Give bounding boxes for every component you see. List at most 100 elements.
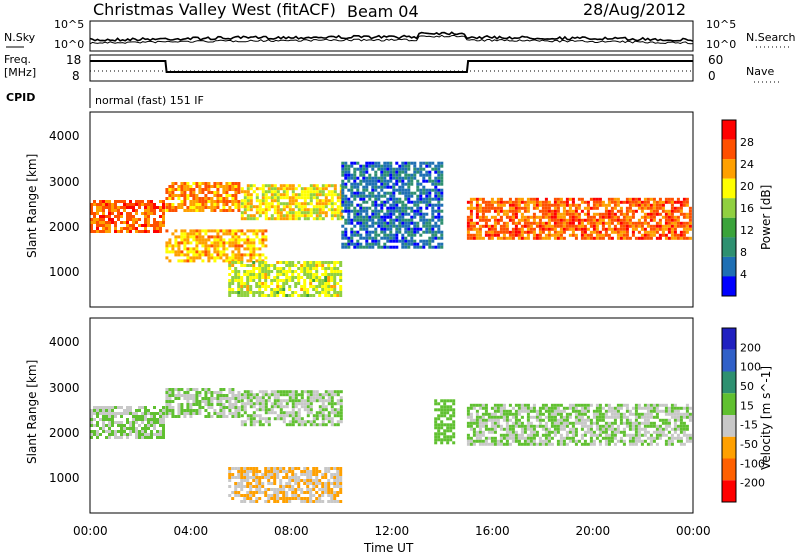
heatmap-cell bbox=[556, 406, 560, 410]
heatmap-cell bbox=[270, 288, 274, 291]
heatmap-cell bbox=[443, 432, 447, 436]
heatmap-cell bbox=[291, 399, 295, 403]
heatmap-cell bbox=[580, 218, 584, 222]
heatmap-cell bbox=[625, 433, 629, 437]
heatmap-cell bbox=[162, 418, 165, 421]
heatmap-cell bbox=[413, 242, 417, 246]
heatmap-cell bbox=[261, 235, 265, 239]
heatmap-cell bbox=[99, 215, 102, 218]
heatmap-cell bbox=[416, 197, 420, 201]
heatmap-cell bbox=[437, 203, 441, 207]
heatmap-cell bbox=[312, 396, 316, 400]
heatmap-cell bbox=[377, 203, 381, 207]
heatmap-cell bbox=[446, 408, 450, 412]
heatmap-cell bbox=[315, 187, 319, 191]
heatmap-cell bbox=[484, 221, 488, 225]
heatmap-cell bbox=[240, 476, 244, 479]
heatmap-cell bbox=[383, 236, 387, 240]
heatmap-cell bbox=[631, 197, 635, 201]
heatmap-cell bbox=[228, 185, 232, 188]
heatmap-cell bbox=[306, 402, 310, 406]
freq-label-line2: [MHz] bbox=[4, 66, 36, 79]
heatmap-cell bbox=[267, 205, 271, 209]
heatmap-cell bbox=[219, 400, 223, 403]
heatmap-cell bbox=[365, 233, 369, 237]
heatmap-cell bbox=[469, 203, 473, 207]
heatmap-cell bbox=[502, 209, 506, 213]
heatmap-cell bbox=[291, 199, 295, 203]
heatmap-cell bbox=[538, 409, 542, 413]
heatmap-cell bbox=[517, 200, 521, 204]
heatmap-cell bbox=[243, 285, 247, 288]
heatmap-cell bbox=[478, 403, 482, 407]
heatmap-cell bbox=[243, 408, 247, 412]
heatmap-cell bbox=[255, 193, 259, 197]
heatmap-cell bbox=[90, 224, 93, 227]
heatmap-cell bbox=[529, 439, 533, 443]
heatmap-cell bbox=[434, 224, 438, 228]
heatmap-cell bbox=[634, 197, 638, 201]
heatmap-cell bbox=[589, 439, 593, 443]
heatmap-cell bbox=[637, 236, 641, 240]
heatmap-cell bbox=[132, 412, 135, 415]
heatmap-cell bbox=[541, 403, 545, 407]
heatmap-cell bbox=[344, 236, 348, 240]
heatmap-cell bbox=[667, 224, 671, 228]
heatmap-cell bbox=[634, 436, 638, 440]
heatmap-cell bbox=[336, 414, 340, 418]
heatmap-cell bbox=[478, 436, 482, 440]
heatmap-cell bbox=[105, 415, 108, 418]
heatmap-cell bbox=[102, 221, 105, 224]
heatmap-cell bbox=[252, 279, 256, 282]
heatmap-cell bbox=[297, 282, 301, 285]
heatmap-cell bbox=[562, 421, 566, 425]
heatmap-cell bbox=[132, 424, 135, 427]
velocity-colorbar bbox=[721, 327, 737, 503]
heatmap-cell bbox=[213, 250, 217, 254]
heatmap-cell bbox=[321, 393, 325, 397]
heatmap-cell bbox=[300, 402, 304, 406]
heatmap-cell bbox=[344, 161, 348, 165]
heatmap-cell bbox=[228, 267, 232, 270]
heatmap-cell bbox=[520, 227, 524, 231]
heatmap-cell bbox=[389, 203, 393, 207]
heatmap-cell bbox=[297, 467, 301, 470]
heatmap-cell bbox=[210, 229, 214, 233]
heatmap-cell bbox=[147, 412, 150, 415]
heatmap-cell bbox=[273, 470, 277, 473]
heatmap-cell bbox=[368, 194, 372, 198]
heatmap-cell bbox=[252, 190, 256, 194]
heatmap-cell bbox=[135, 430, 138, 433]
heatmap-cell bbox=[619, 430, 623, 434]
heatmap-cell bbox=[279, 193, 283, 197]
heatmap-cell bbox=[276, 470, 280, 473]
heatmap-cell bbox=[285, 390, 289, 394]
heatmap-cell bbox=[586, 427, 590, 431]
heatmap-cell bbox=[249, 259, 253, 263]
heatmap-cell bbox=[565, 424, 569, 428]
heatmap-cell bbox=[180, 412, 184, 415]
heatmap-cell bbox=[434, 182, 438, 186]
heatmap-cell bbox=[180, 191, 184, 194]
heatmap-cell bbox=[667, 418, 671, 422]
heatmap-cell bbox=[240, 211, 244, 215]
heatmap-cell bbox=[180, 388, 184, 391]
heatmap-cell bbox=[303, 199, 307, 203]
heatmap-cell bbox=[234, 259, 238, 263]
heatmap-cell bbox=[108, 406, 111, 409]
heatmap-cell bbox=[431, 167, 435, 171]
heatmap-cell bbox=[303, 473, 307, 476]
heatmap-cell bbox=[195, 229, 199, 233]
heatmap-cell bbox=[309, 491, 313, 494]
heatmap-cell bbox=[469, 236, 473, 240]
heatmap-cell bbox=[150, 415, 153, 418]
heatmap-cell bbox=[261, 423, 265, 427]
heatmap-cell bbox=[380, 230, 384, 234]
heatmap-cell bbox=[261, 482, 265, 485]
heatmap-cell bbox=[159, 415, 162, 418]
heatmap-cell bbox=[168, 191, 172, 194]
heatmap-cell bbox=[631, 442, 635, 446]
heatmap-cell bbox=[568, 221, 572, 225]
heatmap-cell bbox=[306, 420, 310, 424]
heatmap-cell bbox=[225, 209, 229, 212]
